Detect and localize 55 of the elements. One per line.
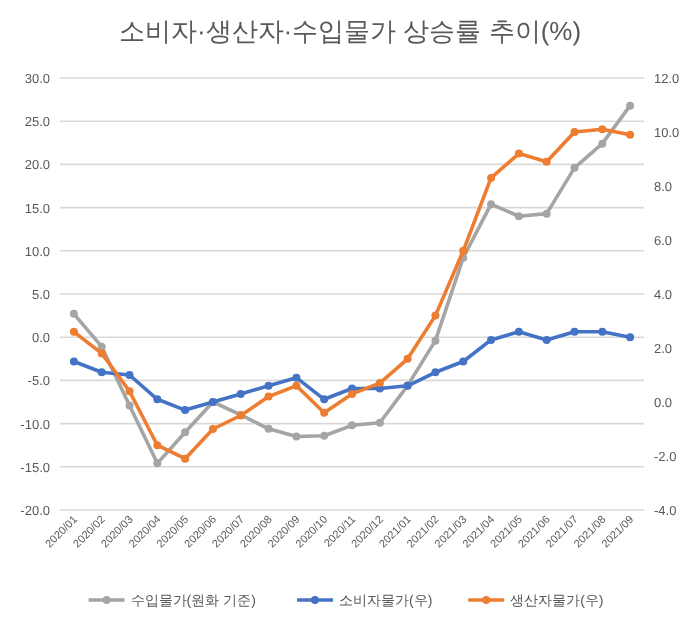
point [69, 357, 78, 366]
point [181, 454, 190, 463]
point [542, 157, 551, 166]
point [598, 139, 607, 148]
point [487, 173, 496, 182]
point [125, 371, 134, 379]
point [292, 432, 301, 441]
point [264, 392, 273, 401]
point [514, 149, 523, 158]
point [320, 431, 329, 440]
point [598, 125, 607, 134]
point [236, 389, 245, 398]
point [181, 428, 190, 437]
point [542, 335, 551, 344]
point [264, 381, 273, 390]
point [626, 333, 635, 342]
point [125, 401, 134, 410]
point [431, 368, 440, 377]
point [264, 424, 273, 433]
point [459, 357, 468, 366]
point [125, 387, 134, 396]
point [570, 327, 579, 336]
chart-title: 소비자·생산자·수입물가 상승률 추이(%) [118, 16, 582, 46]
point [626, 101, 635, 110]
point [292, 373, 301, 382]
point [153, 441, 162, 450]
point [97, 368, 106, 377]
point [97, 342, 106, 351]
point [375, 379, 384, 388]
point [348, 421, 356, 430]
point [598, 327, 607, 336]
point [181, 406, 190, 415]
point [459, 246, 468, 255]
point [375, 418, 384, 427]
point [514, 327, 523, 336]
point [320, 395, 329, 404]
point [487, 335, 496, 344]
point [320, 408, 329, 417]
point [153, 459, 162, 468]
point [542, 209, 551, 218]
point [97, 349, 106, 358]
point [153, 395, 162, 404]
point [208, 425, 217, 433]
point [570, 128, 579, 136]
point [403, 354, 412, 363]
point [348, 389, 356, 398]
point [69, 309, 78, 318]
point [514, 212, 523, 221]
point [570, 163, 579, 172]
point [292, 381, 301, 390]
point [431, 311, 440, 320]
point [487, 200, 496, 209]
point [431, 336, 440, 345]
point [626, 130, 635, 139]
point [69, 327, 78, 336]
